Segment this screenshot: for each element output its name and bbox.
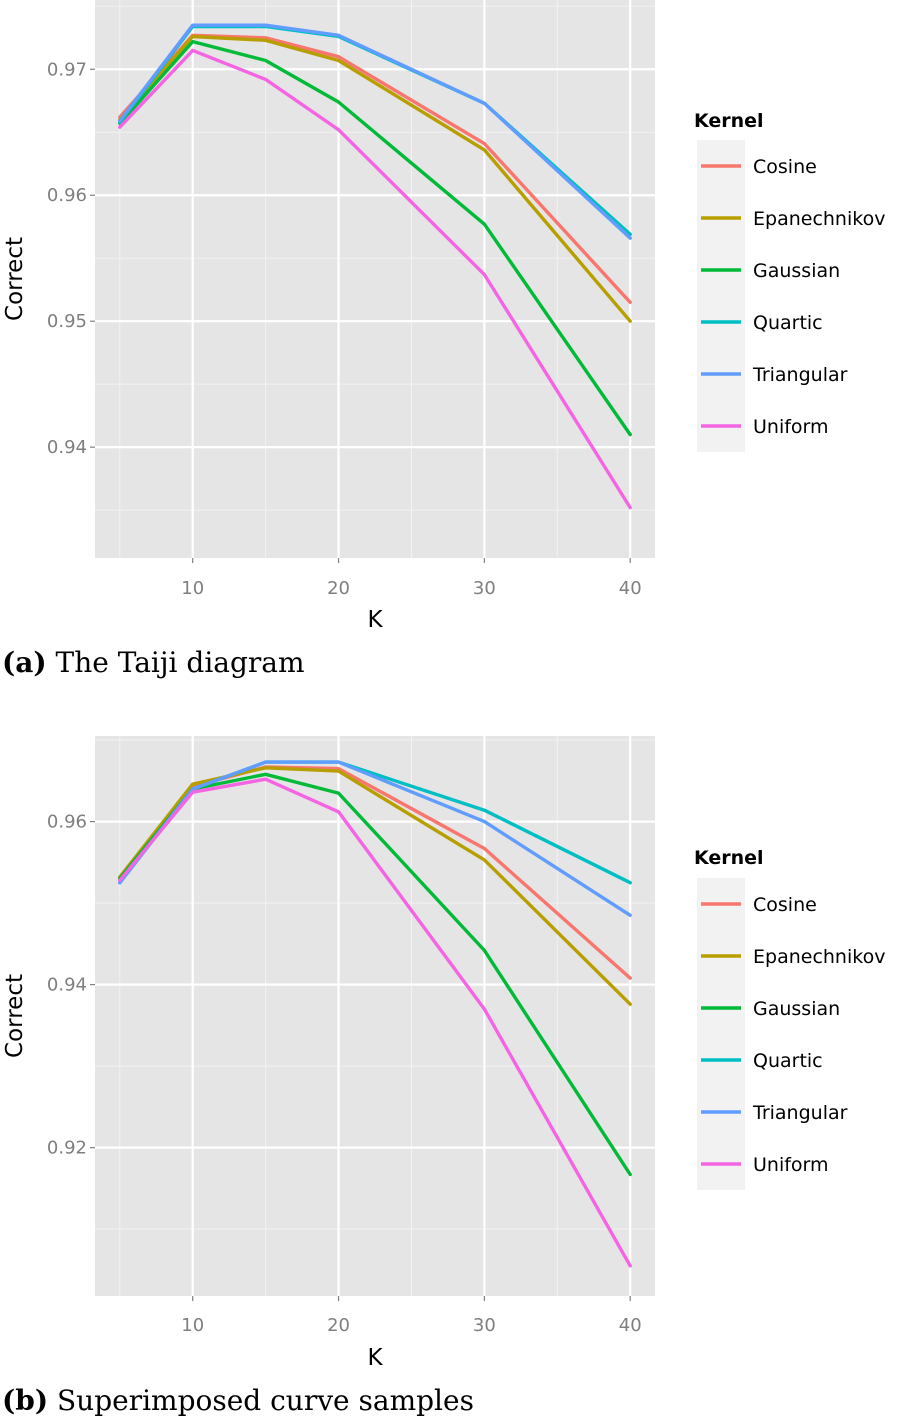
plot-panel-b	[95, 736, 655, 1296]
y-tick-label: 0.97	[47, 59, 87, 80]
y-tick-label: 0.96	[47, 812, 87, 833]
legend-label-gaussian: Gaussian	[753, 260, 840, 282]
y-tick-label: 0.96	[47, 185, 87, 206]
series-line-uniform	[118, 777, 632, 1268]
legend-title: Kernel	[694, 847, 764, 869]
caption-a-text: The Taiji diagram	[55, 646, 305, 679]
series-line-triangular	[118, 23, 632, 240]
y-tick-label: 0.94	[47, 975, 87, 996]
chart-b: 10 20 30 40 0.92 0.94 0.96 K Correct Kernel Cosine…	[2, 736, 885, 1371]
caption-b-text: Superimposed curve samples	[56, 1384, 474, 1417]
x-tick-label: 30	[473, 1315, 496, 1336]
y-tick-label: 0.94	[47, 437, 87, 458]
legend-label-cosine: Cosine	[753, 894, 817, 916]
y-axis-title: Correct	[2, 974, 28, 1058]
legend-label-quartic: Quartic	[753, 312, 823, 334]
plot-panel-a	[95, 0, 655, 558]
x-tick-label: 10	[181, 1315, 204, 1336]
legend-title: Kernel	[694, 110, 764, 132]
caption-b: (b) Superimposed curve samples	[2, 1384, 474, 1417]
legend-label-uniform: Uniform	[753, 416, 829, 438]
x-axis-title: K	[367, 607, 383, 633]
y-tick-label: 0.95	[47, 311, 87, 332]
chart-a: 10 20 30 40 0.94 0.95 0.96 0.97 K Correct Kernel Co…	[2, 0, 885, 633]
legend-label-epanechnikov: Epanechnikov	[753, 208, 885, 230]
x-tick-label: 40	[619, 578, 642, 599]
series-line-epanechnikov	[118, 34, 632, 323]
legend-label-gaussian: Gaussian	[753, 998, 840, 1020]
x-tick-label: 10	[181, 578, 204, 599]
legend-label-epanechnikov: Epanechnikov	[753, 946, 885, 968]
x-tick-label: 20	[327, 578, 350, 599]
caption-a-tag: (a)	[2, 646, 47, 679]
legend-label-cosine: Cosine	[753, 156, 817, 178]
legend-label-quartic: Quartic	[753, 1050, 823, 1072]
legend-label-triangular: Triangular	[752, 1102, 848, 1124]
series-line-gaussian	[118, 39, 632, 437]
series-line-epanechnikov	[118, 766, 632, 1006]
legend-label-uniform: Uniform	[753, 1154, 829, 1176]
x-tick-label: 40	[619, 1315, 642, 1336]
x-tick-label: 30	[473, 578, 496, 599]
caption-b-tag: (b)	[2, 1384, 49, 1417]
x-tick-label: 20	[327, 1315, 350, 1336]
caption-a: (a) The Taiji diagram	[2, 646, 305, 679]
y-axis-title: Correct	[2, 237, 28, 321]
series-line-uniform	[118, 48, 632, 510]
legend-label-triangular: Triangular	[752, 364, 848, 386]
x-axis-title: K	[367, 1345, 383, 1371]
y-tick-label: 0.92	[47, 1138, 87, 1159]
